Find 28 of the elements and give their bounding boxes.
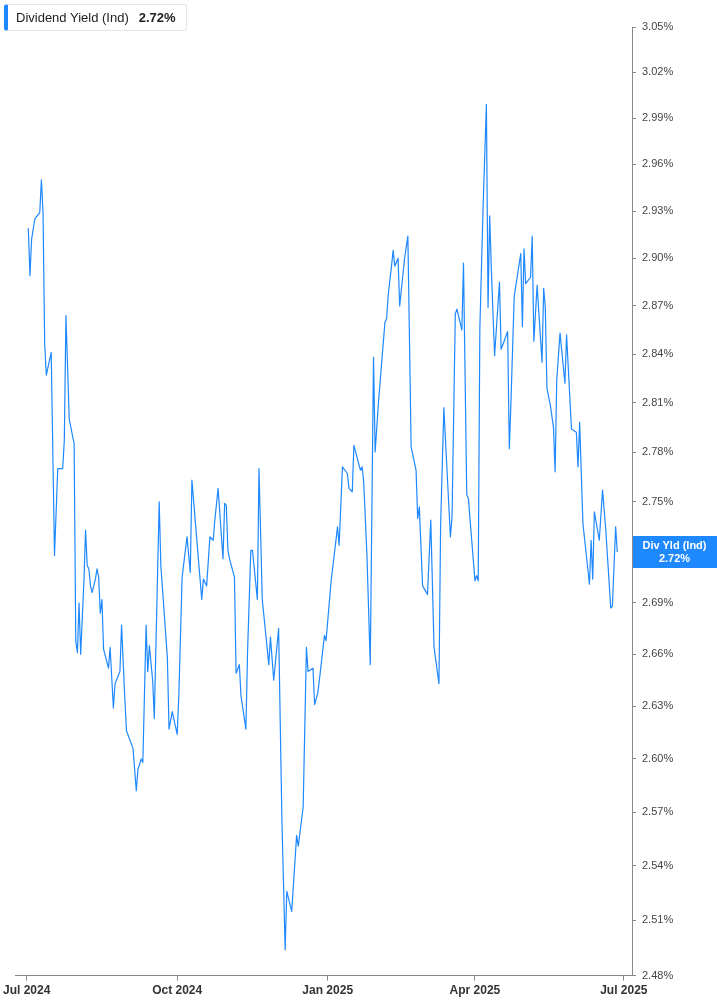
x-tick-label: Jul 2024 — [3, 983, 51, 998]
y-tick-label: 2.57% — [642, 805, 674, 818]
chart-title: Dividend Yield (Ind) — [16, 10, 129, 25]
text: Div Yld (Ind) — [642, 538, 707, 551]
y-tick-label: 2.96% — [642, 157, 674, 170]
y-tick-label: 2.51% — [642, 913, 674, 926]
y-tick-label: 2.90% — [642, 251, 674, 264]
y-tick-label: 2.63% — [642, 699, 674, 712]
y-tick-label: 3.05% — [642, 20, 674, 33]
x-tick-label: Jul 2025 — [600, 983, 648, 998]
x-tick-label: Jan 2025 — [302, 983, 354, 998]
x-tick-label: Apr 2025 — [449, 983, 501, 998]
text: 2.72% — [658, 551, 691, 564]
y-tick-label: 2.48% — [642, 968, 674, 981]
x-tick-label: Oct 2024 — [152, 983, 203, 998]
y-tick-label: 2.87% — [642, 298, 674, 311]
y-tick-label: 2.54% — [642, 859, 674, 872]
y-tick-label: 2.78% — [642, 445, 674, 458]
chart-subtitle: 2.72% — [138, 10, 176, 25]
y-tick-label: 2.99% — [642, 111, 674, 124]
y-tick-label: 2.66% — [642, 647, 674, 660]
y-tick-label: 2.60% — [642, 751, 674, 764]
y-tick-label: 2.84% — [642, 347, 674, 360]
y-tick-label: 2.81% — [642, 395, 674, 408]
y-tick-label: 2.75% — [642, 494, 674, 507]
y-tick-label: 3.02% — [642, 65, 674, 78]
y-tick-label: 2.69% — [642, 595, 674, 608]
y-tick-label: 2.93% — [642, 204, 674, 217]
